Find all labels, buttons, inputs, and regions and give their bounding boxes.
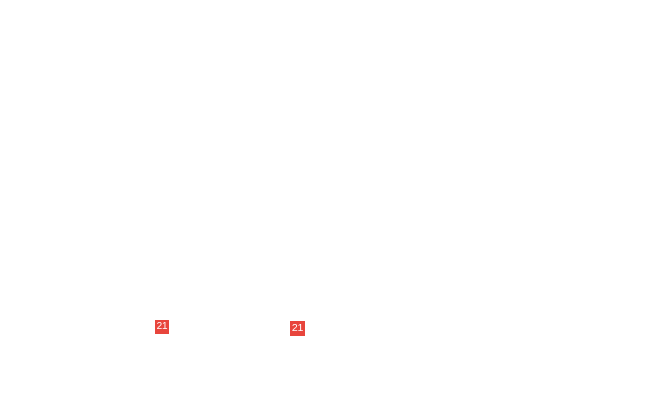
annotation-marker-1[interactable]: 21	[155, 320, 169, 334]
annotation-marker-2[interactable]: 21	[290, 321, 305, 336]
annotation-marker-2-label: 21	[291, 322, 304, 335]
annotation-marker-1-label: 21	[156, 321, 168, 332]
